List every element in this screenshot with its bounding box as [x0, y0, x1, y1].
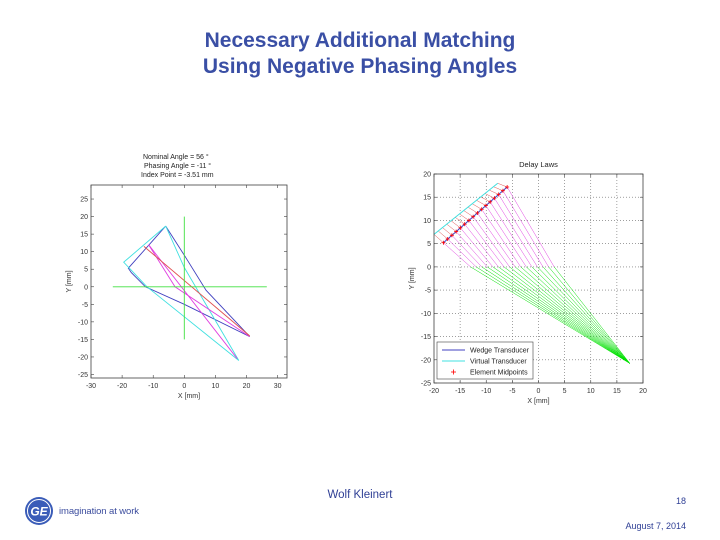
- ray-1-line: [148, 244, 238, 359]
- element-midpoints: [441, 185, 510, 245]
- x-tick-label: -10: [481, 388, 491, 395]
- wedge-transducer-line: [443, 186, 508, 244]
- slide-title-line2: Using Negative Phasing Angles: [202, 55, 518, 78]
- slide-title: Necessary Additional Matching Using Nega…: [0, 28, 720, 80]
- y-tick-label: 15: [80, 232, 88, 239]
- x-tick-label: -30: [86, 383, 96, 390]
- legend-entry: Element Midpoints: [470, 370, 528, 377]
- page-number: 18: [675, 496, 686, 506]
- axes: [91, 185, 287, 378]
- svg-text:Nominal Angle = 56 °: Nominal Angle = 56 °: [143, 153, 209, 161]
- delay-laws-plot: Delay Laws Wedge Transducer Virtual Transd…: [409, 160, 647, 406]
- plot-series: [112, 216, 267, 361]
- y-axis-label: Y [mm]: [409, 267, 416, 289]
- y-tick-label: -25: [421, 381, 431, 388]
- geometry-plot: Nominal Angle = 56 °Phasing Angle = -11 …: [66, 153, 288, 400]
- virtual-transducer-line: [433, 182, 499, 235]
- svg-text:Index Point = -3.51 mm: Index Point = -3.51 mm: [141, 172, 214, 179]
- y-tick-label: -20: [78, 354, 88, 361]
- y-tick-label: -10: [78, 319, 88, 326]
- x-tick-label: 0: [537, 388, 541, 395]
- plot-annotation: Nominal Angle = 56 °Phasing Angle = -11 …: [141, 153, 214, 179]
- footer-author: Wolf Kleinert: [327, 489, 393, 501]
- y-tick-label: 20: [423, 172, 431, 179]
- footer-date: August 7, 2014: [625, 521, 686, 531]
- x-tick-label: 0: [182, 383, 186, 390]
- y-tick-label: 10: [423, 218, 431, 225]
- svg-text:Phasing Angle = -11 °: Phasing Angle = -11 °: [144, 162, 211, 170]
- y-tick-label: 25: [80, 197, 88, 204]
- y-tick-label: -25: [78, 372, 88, 379]
- slide-title-line1: Necessary Additional Matching: [204, 29, 516, 52]
- center-ray-line: [143, 246, 250, 337]
- geometry-figure: Nominal Angle = 56 ° Phasing Angle = -11 …: [40, 140, 310, 405]
- ray-traces: [433, 183, 631, 364]
- x-tick-label: -5: [509, 388, 515, 395]
- y-tick-label: -15: [78, 337, 88, 344]
- y-tick-label: -5: [425, 288, 431, 295]
- y-tick-label: -5: [82, 302, 88, 309]
- y-tick-label: -10: [421, 311, 431, 318]
- axis-frame: -30 -20 -10 0 10 20 30 -25 -20 -15 -10 -5 0 5 10 15 20 25…: [66, 184, 288, 400]
- virtual-outline-line: [123, 225, 240, 361]
- x-tick-label: 20: [243, 383, 251, 390]
- ge-monogram-icon: GE: [25, 497, 53, 525]
- x-tick-label: -20: [429, 388, 439, 395]
- y-tick-label: 5: [427, 241, 431, 248]
- logo-tagline: imagination at work: [59, 505, 139, 517]
- x-tick-label: 10: [587, 388, 595, 395]
- x-tick-label: 5: [563, 388, 567, 395]
- chart-legend: Wedge Transducer Virtual Transducer Elemen…: [436, 341, 534, 380]
- y-tick-label: -15: [421, 334, 431, 341]
- chart-title: Delay Laws: [519, 160, 558, 169]
- y-tick-label: 20: [80, 214, 88, 221]
- x-tick-label: 20: [639, 388, 647, 395]
- x-tick-label: -20: [117, 383, 127, 390]
- y-tick-label: 0: [84, 284, 88, 291]
- axis-frame: -20 -15 -10 -5 0 5 10 15 20-25-20-15-10-50510152…: [409, 172, 647, 406]
- x-axis-label: X [mm]: [527, 398, 549, 405]
- legend-entry: Virtual Transducer: [470, 359, 527, 366]
- legend-entry: Wedge Transducer: [470, 348, 530, 355]
- y-tick-label: 15: [423, 195, 431, 202]
- x-tick-label: 10: [212, 383, 220, 390]
- y-tick-label: 5: [84, 267, 88, 274]
- x-axis-label: X [mm]: [178, 393, 200, 400]
- x-tick-label: 30: [274, 383, 282, 390]
- ge-logo: GE imagination at work: [24, 496, 139, 526]
- delay-laws-figure: Delay Laws Wedge Transducer Virtual Transd…: [395, 150, 660, 412]
- x-tick-label: -15: [455, 388, 465, 395]
- y-tick-label: -20: [421, 357, 431, 364]
- y-axis-label: Y [mm]: [66, 270, 73, 292]
- svg-text:GE: GE: [30, 505, 48, 519]
- y-tick-label: 0: [427, 264, 431, 271]
- x-tick-label: 15: [613, 388, 621, 395]
- x-tick-label: -10: [148, 383, 158, 390]
- y-tick-label: 10: [80, 249, 88, 256]
